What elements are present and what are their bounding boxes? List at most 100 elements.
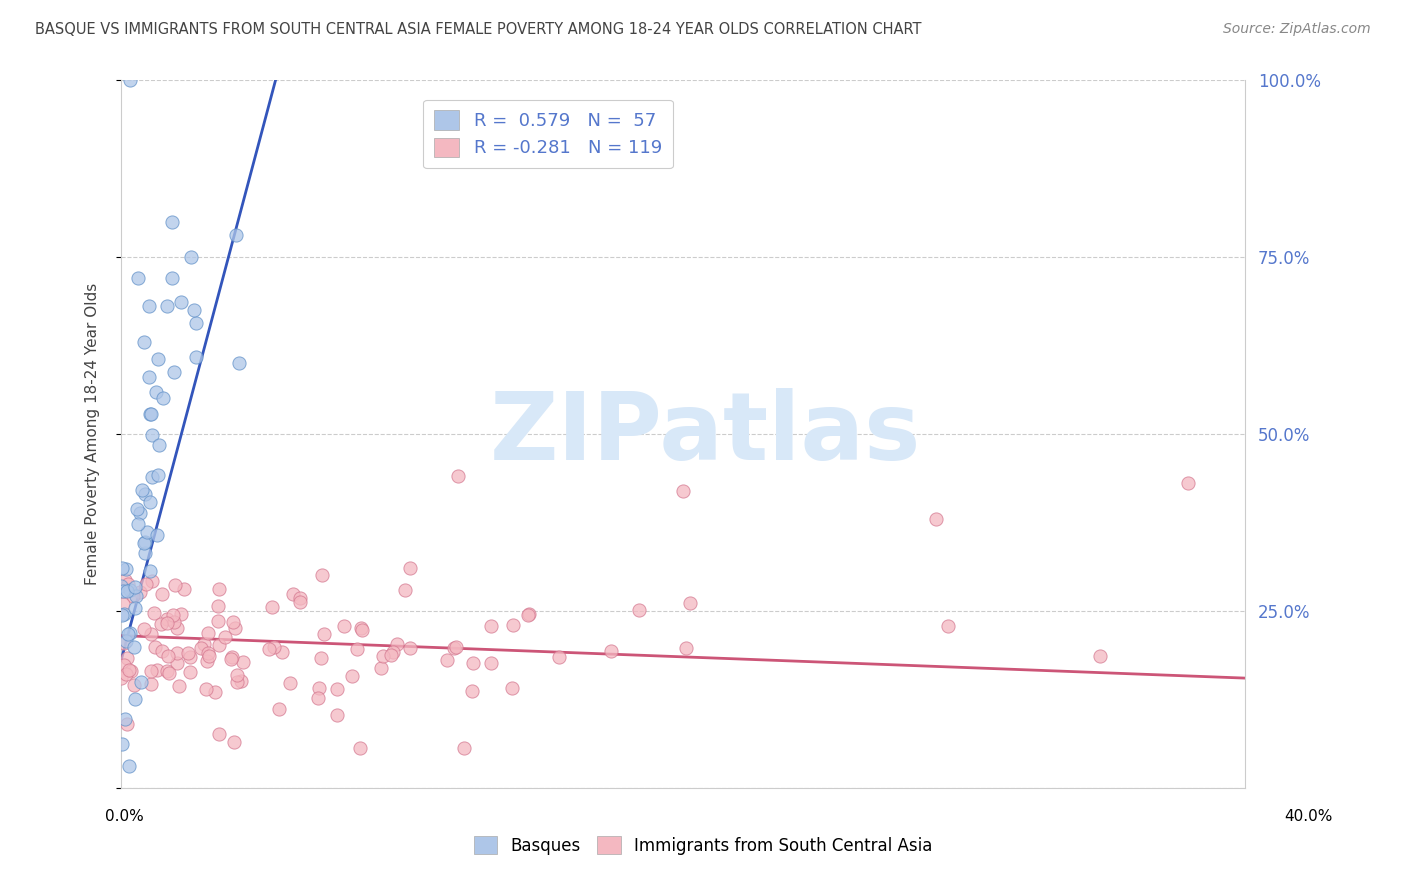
Point [190,640,212,655]
Text: BASQUE VS IMMIGRANTS FROM SOUTH CENTRAL ASIA FEMALE POVERTY AMONG 18-24 YEAR OLD: BASQUE VS IMMIGRANTS FROM SOUTH CENTRAL … [35,22,922,37]
Point [380,648,402,662]
Point [127,271,149,285]
Point [170,295,193,310]
Point [198,648,221,663]
Point [138,407,160,421]
Point [141,574,163,588]
Point [156,615,179,630]
Point [112,658,135,673]
Point [679,596,702,610]
Point [385,636,408,650]
Point [311,568,333,582]
Point [214,630,236,644]
Point [111,561,134,575]
Point [112,583,135,598]
Point [122,589,145,603]
Point [326,682,349,697]
Point [346,642,368,657]
Point [278,676,301,690]
Point [460,684,482,698]
Point [139,677,162,691]
Point [156,611,179,625]
Point [461,656,484,670]
Point [156,664,179,678]
Point [150,587,173,601]
Point [162,608,184,623]
Point [112,607,135,622]
Point [111,608,134,623]
Point [263,640,285,655]
Point [370,661,392,675]
Point [167,679,190,693]
Point [120,664,142,678]
Point [208,726,231,740]
Point [194,682,217,697]
Point [115,584,138,599]
Point [139,495,162,509]
Point [157,666,180,681]
Point [163,578,186,592]
Point [221,615,243,630]
Point [146,527,169,541]
Point [924,512,946,526]
Text: 40.0%: 40.0% [1285,809,1333,823]
Point [148,467,170,482]
Point [170,607,193,621]
Point [117,717,139,731]
Point [373,648,395,663]
Point [307,690,329,705]
Point [148,438,170,452]
Point [225,674,247,689]
Point [112,636,135,650]
Point [446,640,468,654]
Point [176,646,198,660]
Point [228,356,250,370]
Point [333,619,356,633]
Point [114,666,136,681]
Point [163,365,186,379]
Point [517,607,540,622]
Point [166,656,188,670]
Point [208,582,231,596]
Point [479,619,502,633]
Point [111,598,134,612]
Point [229,674,252,689]
Point [131,675,153,690]
Point [135,524,157,539]
Point [134,546,156,560]
Y-axis label: Female Poverty Among 18-24 Year Olds: Female Poverty Among 18-24 Year Olds [86,283,100,585]
Legend: R =  0.579   N =  57, R = -0.281   N = 119: R = 0.579 N = 57, R = -0.281 N = 119 [423,100,673,169]
Point [257,641,280,656]
Point [117,577,139,591]
Point [117,627,139,641]
Point [127,516,149,531]
Point [195,654,218,668]
Point [208,638,231,652]
Point [160,270,183,285]
Point [166,646,188,660]
Point [148,352,170,367]
Point [453,741,475,756]
Point [197,646,219,660]
Point [270,645,292,659]
Point [145,663,167,677]
Point [118,626,141,640]
Point [1090,649,1112,664]
Point [145,385,167,400]
Point [398,561,420,575]
Point [628,603,651,617]
Point [309,651,332,665]
Point [149,616,172,631]
Point [502,618,524,632]
Point [399,640,422,655]
Text: ZIPatlas: ZIPatlas [489,388,921,480]
Point [382,645,405,659]
Point [141,427,163,442]
Point [131,483,153,498]
Point [224,734,246,748]
Point [350,621,373,635]
Point [443,641,465,656]
Point [118,583,141,598]
Point [675,641,697,656]
Point [125,589,148,603]
